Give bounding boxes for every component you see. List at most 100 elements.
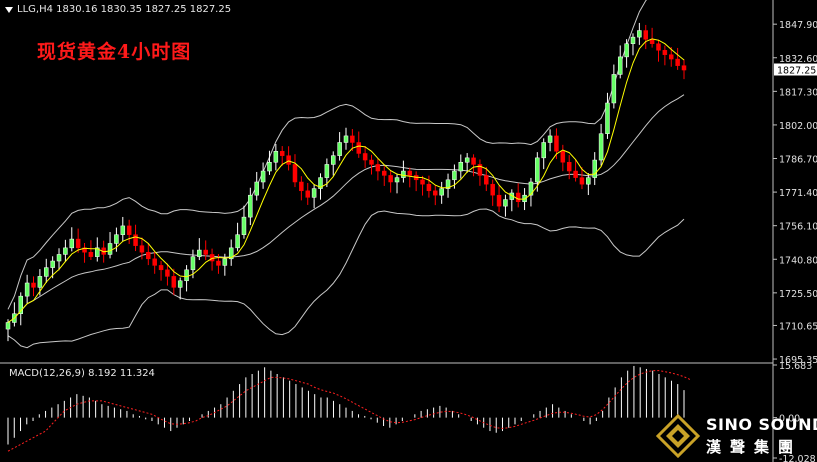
price-tick-label: 1832.60	[779, 54, 817, 65]
candle-body	[5, 322, 11, 330]
candle-body	[617, 56, 623, 75]
candle-body	[573, 170, 578, 178]
candle-body	[37, 276, 43, 288]
diamond-logo-icon	[656, 414, 700, 458]
candle-body	[433, 190, 438, 196]
candle-body	[560, 151, 566, 163]
candle-body	[299, 181, 304, 192]
candle-body	[286, 155, 291, 165]
price-tick-label: 1847.90	[779, 20, 817, 31]
candle-body	[216, 260, 221, 266]
candle-body	[369, 159, 374, 165]
current-price-box	[774, 63, 817, 76]
price-tick-label: 1740.80	[779, 255, 817, 266]
candle-body	[248, 194, 253, 218]
candle-body	[394, 177, 400, 183]
candle-body	[579, 177, 585, 185]
candle-body	[592, 159, 597, 178]
candle-body	[165, 269, 170, 277]
price-tick-label: 1802.00	[779, 121, 817, 132]
candle-body	[566, 161, 572, 172]
candle-body	[18, 295, 24, 314]
candle-body	[241, 216, 247, 235]
candle-body	[375, 164, 381, 172]
candle-body	[477, 164, 483, 176]
candle-body	[139, 245, 145, 253]
candle-body	[318, 177, 323, 189]
candle-body	[362, 153, 368, 161]
candle-body	[152, 258, 157, 266]
candle-body	[541, 142, 546, 159]
candle-body	[535, 157, 540, 183]
candle-body	[107, 243, 113, 255]
candle-body	[490, 183, 495, 196]
candle-body	[426, 183, 432, 192]
candle-body	[44, 267, 49, 277]
candle-body	[88, 251, 94, 257]
candle-body	[75, 238, 81, 249]
company-logo: SINO SOUND 漢聲集團	[656, 412, 817, 460]
candle-body	[637, 30, 642, 38]
candle-body	[503, 199, 508, 207]
macd-tick-label: -12.028	[779, 454, 816, 462]
macd-label: MACD(12,26,9) 8.192 11.324	[9, 368, 155, 379]
candle-body	[464, 157, 470, 163]
candle-body	[484, 175, 489, 185]
candle-body	[528, 181, 534, 196]
candle-body	[330, 155, 336, 165]
candle-body	[458, 161, 464, 172]
candle-body	[50, 260, 55, 268]
candle-body	[586, 177, 591, 185]
candle-body	[324, 164, 330, 178]
macd-signal-line	[7, 370, 691, 452]
candle-body	[598, 133, 604, 161]
candle-body	[177, 280, 183, 288]
current-price-label: 1827.25	[777, 66, 816, 77]
candle-body	[515, 192, 521, 203]
candle-body	[197, 249, 202, 257]
candle-body	[203, 249, 208, 255]
candle-body	[611, 74, 617, 104]
price-tick-label: 1695.35	[779, 355, 817, 366]
candle-body	[605, 102, 610, 134]
candle-body	[292, 164, 298, 183]
candle-body	[624, 43, 629, 58]
candle-body	[95, 247, 100, 257]
candle-body	[63, 247, 68, 255]
candle-body	[305, 190, 310, 198]
candle-body	[114, 234, 119, 244]
candle-body	[554, 135, 559, 152]
collapse-triangle-icon[interactable]	[5, 7, 13, 13]
candle-body	[190, 256, 196, 271]
candle-body	[630, 36, 636, 44]
candle-body	[356, 142, 362, 154]
bollinger-upper-band	[7, 0, 647, 310]
candle-body	[522, 194, 527, 203]
candle-body	[382, 170, 387, 176]
candle-body	[260, 170, 266, 183]
candle-body	[273, 151, 279, 163]
bollinger-lower-band	[7, 208, 685, 349]
candle-body	[171, 276, 177, 288]
candle-body	[254, 181, 259, 196]
candle-body	[662, 50, 668, 55]
candle-body	[146, 251, 151, 260]
candle-body	[24, 282, 30, 297]
candle-body	[120, 225, 126, 235]
candle-body	[69, 238, 75, 249]
price-tick-label: 1786.70	[779, 155, 817, 166]
candle-body	[445, 179, 451, 189]
price-tick-label: 1725.50	[779, 289, 817, 300]
candle-body	[401, 170, 406, 178]
moving-average-line	[7, 38, 685, 323]
candle-body	[496, 194, 502, 207]
ohlc-values: 1830.16 1830.35 1827.25 1827.25	[56, 4, 232, 15]
candle-body	[158, 265, 164, 271]
logo-chinese-text: 漢聲集團	[706, 438, 803, 456]
candle-body	[547, 135, 553, 143]
candle-body	[471, 157, 476, 165]
candle-body	[388, 175, 393, 183]
bollinger-middle-band	[7, 94, 685, 323]
candle-body	[222, 258, 228, 266]
